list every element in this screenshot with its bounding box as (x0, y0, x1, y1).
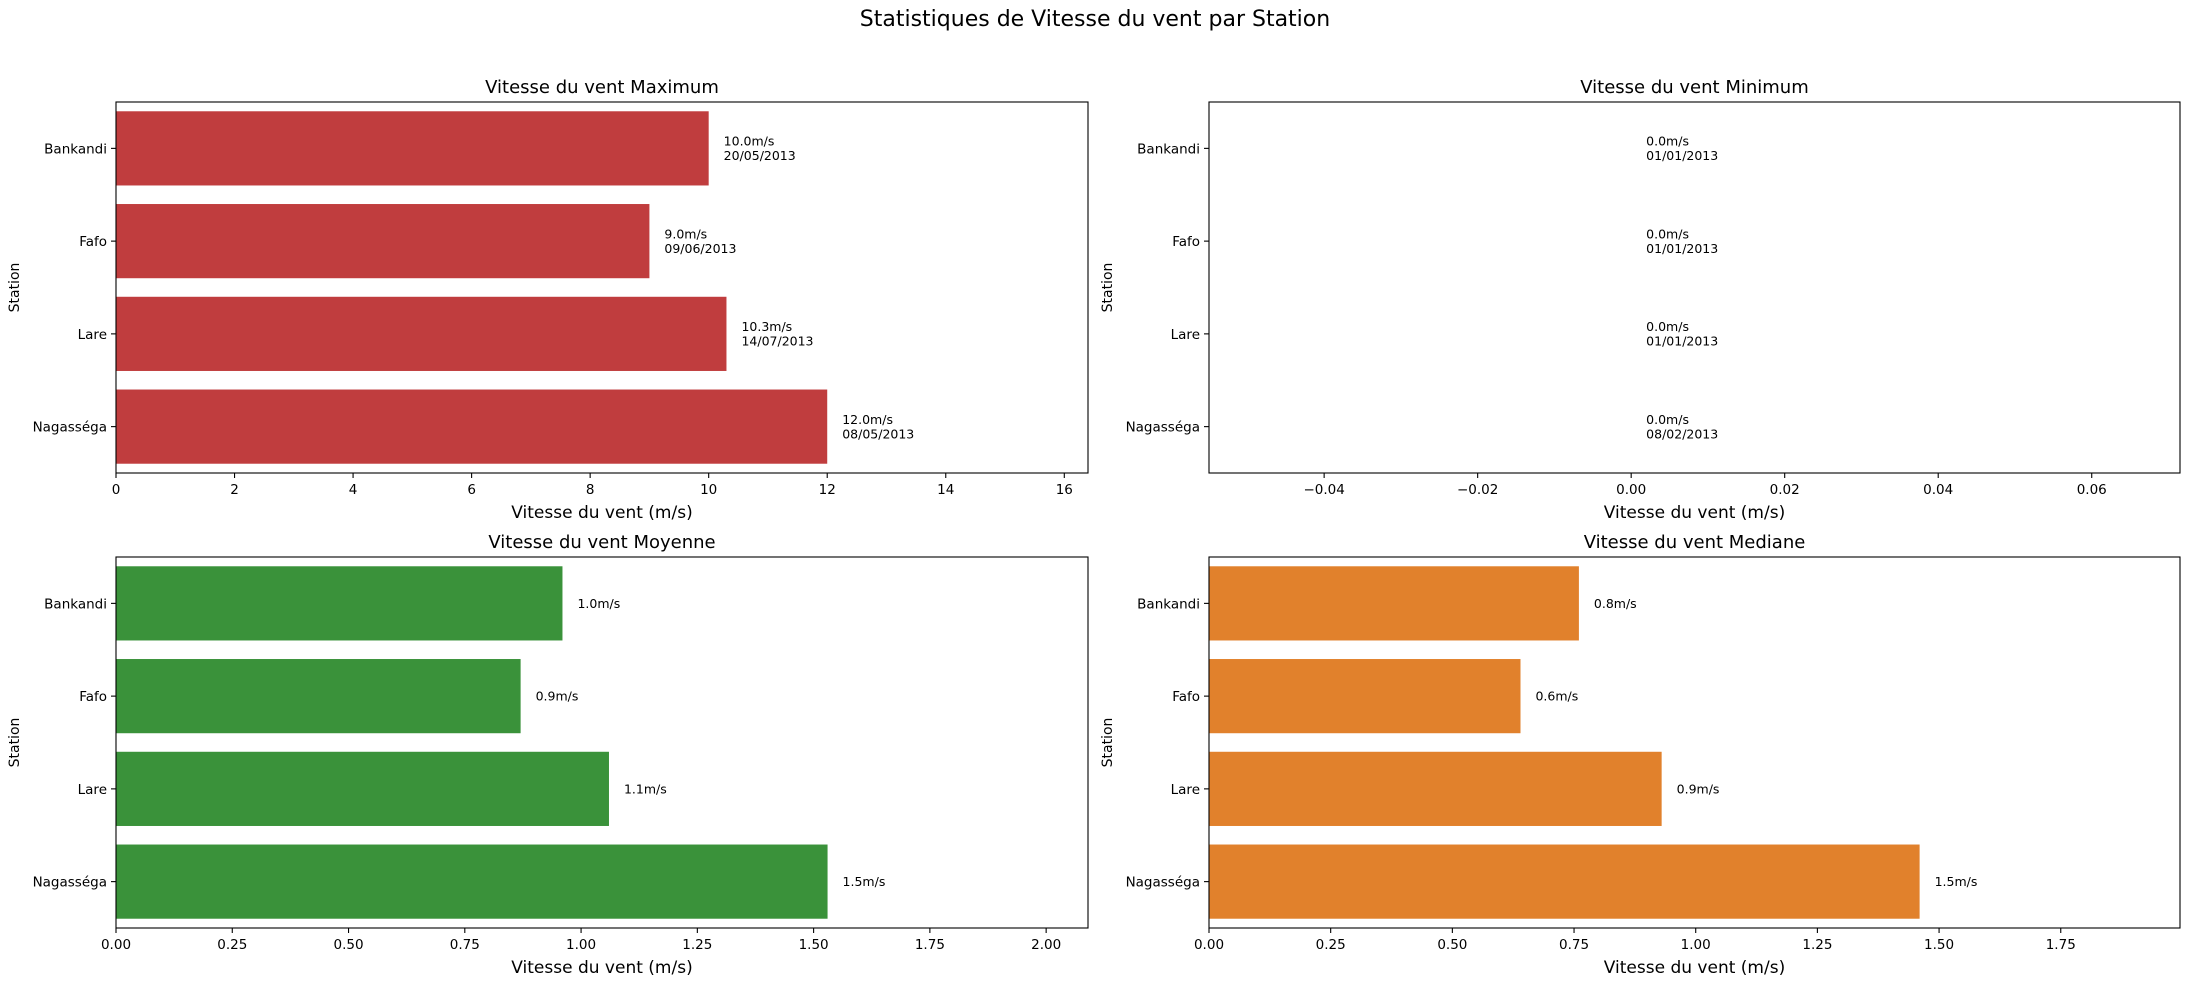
y-tick-label-nagassega: Nagasséga (1126, 875, 1200, 891)
data-label-moyenne-fafo: 0.9m/s (536, 689, 579, 704)
x-tick-label: 0.25 (217, 937, 247, 953)
x-tick-label: 0.75 (450, 937, 480, 953)
x-tick-label: 0.75 (1559, 937, 1589, 953)
y-axis-label-minimum: Station (1100, 263, 1116, 313)
y-tick-label-bankandi: Bankandi (1137, 141, 1200, 157)
data-label-maximum-bankandi: 10.0m/s 20/05/2013 (724, 134, 796, 164)
x-tick-label: 2.00 (1031, 937, 1061, 953)
bar-maximum-lare (116, 296, 727, 371)
bar-mediane-fafo (1209, 659, 1521, 734)
bar-mediane-lare (1209, 751, 1662, 826)
x-axis-label-mediane: Vitesse du vent (m/s) (1604, 958, 1785, 978)
data-label-mediane-lare: 0.9m/s (1677, 781, 1720, 796)
panel-title-moyenne: Vitesse du vent Moyenne (488, 532, 715, 553)
x-tick-label: 14 (937, 482, 954, 498)
bar-maximum-fafo (116, 204, 650, 279)
bar-maximum-nagassega (116, 389, 828, 464)
x-tick-label: −0.04 (1303, 482, 1344, 498)
y-tick-label-lare: Lare (1171, 327, 1200, 343)
plot-frame-minimum (1208, 101, 2181, 474)
plot-frame-mediane (1208, 556, 2181, 929)
data-label-minimum-lare: 0.0m/s 01/01/2013 (1646, 319, 1718, 349)
x-tick-label: 0 (112, 482, 121, 498)
x-tick-label: 1.25 (682, 937, 712, 953)
x-tick-label: −0.02 (1457, 482, 1498, 498)
x-tick-label: 1.50 (1924, 937, 1954, 953)
bar-moyenne-nagassega (116, 844, 828, 919)
x-axis-label-maximum: Vitesse du vent (m/s) (511, 503, 692, 523)
y-tick-label-fafo: Fafo (79, 689, 107, 705)
x-tick-label: 10 (700, 482, 717, 498)
bar-moyenne-bankandi (116, 566, 563, 641)
bar-moyenne-fafo (116, 659, 521, 734)
x-axis-label-minimum: Vitesse du vent (m/s) (1604, 503, 1785, 523)
y-tick-label-nagassega: Nagasséga (33, 420, 107, 436)
panel-title-minimum: Vitesse du vent Minimum (1580, 77, 1809, 98)
y-tick-label-nagassega: Nagasséga (1126, 420, 1200, 436)
x-tick-label: 0.25 (1316, 937, 1346, 953)
x-axis-label-moyenne: Vitesse du vent (m/s) (511, 958, 692, 978)
data-label-mediane-nagassega: 1.5m/s (1935, 874, 1978, 889)
y-axis-label-maximum: Station (7, 263, 23, 313)
x-tick-label: 8 (586, 482, 595, 498)
x-tick-label: 1.75 (2046, 937, 2076, 953)
data-label-mediane-fafo: 0.6m/s (1535, 689, 1578, 704)
bar-mediane-nagassega (1209, 844, 1920, 919)
chart-panels: Bankandi 10.0m/s 20/05/2013 Fafo 9.0m/s 09/06… (7, 77, 2181, 978)
x-tick-label: 2 (230, 482, 239, 498)
x-tick-label: 0.00 (1616, 482, 1646, 498)
x-tick-label: 1.50 (799, 937, 829, 953)
y-tick-label-fafo: Fafo (79, 234, 107, 250)
data-label-minimum-fafo: 0.0m/s 01/01/2013 (1646, 226, 1718, 256)
panel-mediane: Bankandi 0.8m/s Fafo 0.6m/s Lare 0.9m/s Nagass… (1100, 532, 2181, 978)
y-tick-label-lare: Lare (1171, 782, 1200, 798)
plot-frame-maximum (115, 101, 1089, 474)
data-label-maximum-nagassega: 12.0m/s 08/05/2013 (842, 412, 914, 442)
y-tick-label-bankandi: Bankandi (1137, 596, 1200, 612)
x-tick-label: 1.00 (566, 937, 596, 953)
y-tick-label-bankandi: Bankandi (44, 596, 107, 612)
y-tick-label-bankandi: Bankandi (44, 141, 107, 157)
x-tick-label: 0.06 (2077, 482, 2107, 498)
x-tick-label: 0.04 (1923, 482, 1953, 498)
x-tick-label: 0.02 (1770, 482, 1800, 498)
data-label-maximum-fafo: 9.0m/s 09/06/2013 (664, 226, 736, 256)
figure-title: Statistiques de Vitesse du vent par Stat… (860, 7, 1330, 32)
bar-mediane-bankandi (1209, 566, 1579, 641)
bar-maximum-bankandi (116, 111, 709, 186)
bar-moyenne-lare (116, 751, 609, 826)
y-tick-label-lare: Lare (78, 782, 107, 798)
x-tick-label: 0.50 (1437, 937, 1467, 953)
x-tick-label: 16 (1056, 482, 1073, 498)
y-tick-label-fafo: Fafo (1172, 689, 1200, 705)
x-tick-label: 1.00 (1681, 937, 1711, 953)
x-tick-label: 4 (349, 482, 358, 498)
x-tick-label: 0.00 (1194, 937, 1224, 953)
panel-title-mediane: Vitesse du vent Mediane (1584, 532, 1806, 553)
x-tick-label: 6 (467, 482, 476, 498)
panel-maximum: Bankandi 10.0m/s 20/05/2013 Fafo 9.0m/s 09/06… (7, 77, 1089, 523)
y-tick-label-lare: Lare (78, 327, 107, 343)
y-axis-label-moyenne: Station (7, 718, 23, 768)
x-tick-label: 1.25 (1802, 937, 1832, 953)
y-tick-label-nagassega: Nagasséga (33, 875, 107, 891)
panel-title-maximum: Vitesse du vent Maximum (485, 77, 719, 98)
y-axis-label-mediane: Station (1100, 718, 1116, 768)
data-label-mediane-bankandi: 0.8m/s (1594, 596, 1637, 611)
data-label-moyenne-nagassega: 1.5m/s (843, 874, 886, 889)
plot-frame-moyenne (115, 556, 1089, 929)
data-label-minimum-bankandi: 0.0m/s 01/01/2013 (1646, 134, 1718, 164)
data-label-moyenne-lare: 1.1m/s (624, 781, 667, 796)
x-tick-label: 1.75 (915, 937, 945, 953)
data-label-moyenne-bankandi: 1.0m/s (577, 596, 620, 611)
data-label-minimum-nagassega: 0.0m/s 08/02/2013 (1646, 412, 1718, 442)
x-tick-label: 0.00 (101, 937, 131, 953)
panel-minimum: Bankandi 0.0m/s 01/01/2013 Fafo 0.0m/s 01/01/… (1100, 77, 2181, 523)
x-tick-label: 0.50 (334, 937, 364, 953)
x-tick-label: 12 (819, 482, 836, 498)
data-label-maximum-lare: 10.3m/s 14/07/2013 (741, 319, 813, 349)
panel-moyenne: Bankandi 1.0m/s Fafo 0.9m/s Lare 1.1m/s Nagass… (7, 532, 1089, 978)
y-tick-label-fafo: Fafo (1172, 234, 1200, 250)
